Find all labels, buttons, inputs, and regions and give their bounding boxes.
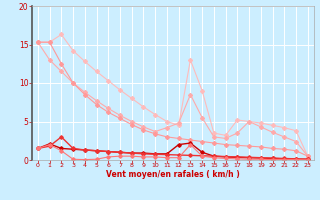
X-axis label: Vent moyen/en rafales ( km/h ): Vent moyen/en rafales ( km/h ) <box>106 170 240 179</box>
